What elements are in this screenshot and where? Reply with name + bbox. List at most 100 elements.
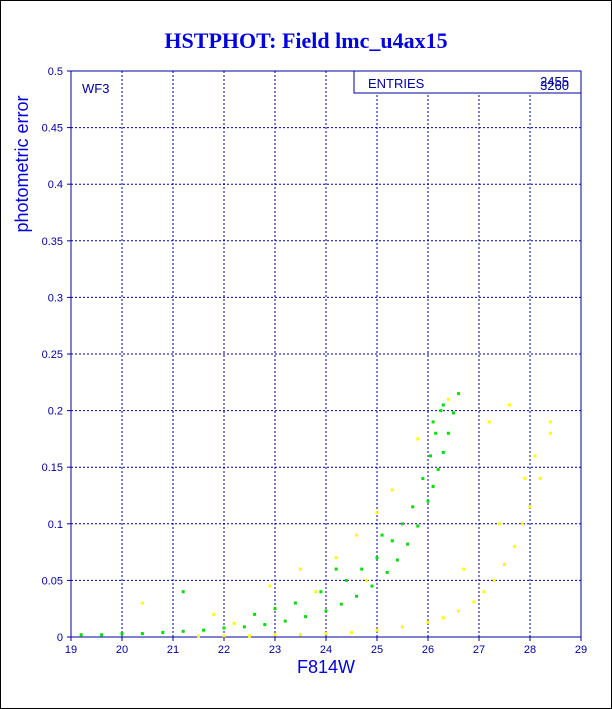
tick-labels: 19 20 21 22 23 24 25 26 27 28 29 0 0.05 0.1 0.15 0.2 0.2…	[42, 66, 588, 656]
data-point	[375, 556, 379, 560]
data-point	[242, 625, 246, 629]
data-point	[197, 634, 200, 638]
data-point	[446, 397, 450, 401]
x-tick-label: 23	[269, 644, 281, 656]
y-tick-label: 0.25	[42, 349, 63, 361]
data-point	[293, 601, 297, 605]
x-tick-label: 28	[524, 644, 536, 656]
data-point	[441, 403, 445, 407]
series-0	[79, 392, 461, 637]
stats-box-label: ENTRIES	[368, 76, 425, 91]
x-axis-title: F814W	[297, 657, 355, 677]
y-tick-label: 0.3	[48, 292, 63, 304]
data-point	[497, 522, 501, 526]
stats-box-value: 2455	[540, 74, 569, 89]
data-point	[416, 524, 420, 528]
data-point	[538, 477, 542, 481]
data-point	[457, 392, 461, 396]
data-point	[334, 556, 338, 560]
data-point	[370, 584, 374, 588]
data-points	[79, 392, 552, 638]
data-point	[446, 431, 450, 435]
data-point	[273, 607, 277, 611]
data-point	[406, 542, 410, 546]
data-point	[380, 533, 384, 537]
data-point	[472, 600, 476, 604]
x-tick-label: 20	[116, 644, 128, 656]
data-point	[401, 625, 404, 629]
data-point	[533, 454, 537, 458]
data-point	[503, 563, 506, 567]
stats-box: ENTRIES 2455 3260	[353, 70, 582, 94]
data-point	[319, 590, 323, 594]
y-tick-label: 0	[57, 632, 63, 644]
data-point	[457, 609, 461, 613]
data-point	[462, 567, 466, 571]
panel-label: WF3	[82, 81, 109, 96]
stats-box-frame	[353, 70, 582, 94]
data-point	[426, 499, 430, 503]
data-point	[513, 544, 517, 548]
data-point	[299, 633, 302, 637]
data-point	[181, 590, 185, 594]
data-point	[232, 621, 236, 625]
data-point	[100, 633, 104, 637]
y-tick-label: 0.2	[48, 406, 63, 418]
x-tick-label: 22	[218, 644, 230, 656]
data-point	[523, 477, 527, 481]
data-point	[324, 632, 328, 636]
y-tick-label: 0.45	[42, 123, 63, 135]
data-point	[429, 454, 433, 458]
data-point	[411, 505, 415, 509]
data-point	[416, 437, 420, 441]
data-point	[283, 619, 287, 623]
data-point	[212, 612, 216, 616]
data-point	[181, 629, 185, 633]
data-point	[202, 628, 206, 632]
y-tick-label: 0.05	[42, 575, 63, 587]
data-point	[344, 578, 348, 582]
data-point	[263, 623, 267, 627]
data-point	[248, 634, 251, 638]
data-point	[355, 533, 359, 537]
y-tick-label: 0.1	[48, 519, 63, 531]
data-point	[431, 484, 435, 488]
grid-lines	[71, 71, 581, 637]
data-point	[482, 590, 486, 594]
x-tick-label: 24	[320, 644, 332, 656]
data-point	[350, 630, 353, 634]
data-point	[222, 626, 226, 630]
data-point	[548, 431, 552, 435]
data-point	[390, 488, 394, 492]
stats-box-value: 3260	[540, 78, 569, 93]
y-tick-label: 0.15	[42, 462, 63, 474]
x-tick-label: 21	[167, 644, 179, 656]
data-point	[421, 477, 425, 481]
data-point	[492, 578, 496, 582]
data-point	[339, 602, 343, 606]
data-point	[120, 632, 124, 636]
data-point	[140, 632, 144, 636]
series-1	[140, 397, 552, 638]
data-point	[314, 590, 318, 594]
data-point	[520, 522, 524, 526]
data-point	[360, 567, 364, 571]
data-point	[385, 570, 389, 574]
data-point	[79, 633, 83, 637]
data-point	[441, 450, 445, 454]
data-point	[268, 584, 272, 588]
y-tick-label: 0.35	[42, 236, 63, 248]
x-tick-label: 19	[65, 644, 77, 656]
data-point	[439, 409, 443, 413]
data-point	[431, 420, 435, 424]
data-point	[222, 634, 226, 638]
x-tick-label: 29	[575, 644, 587, 656]
y-axis-title: photometric error	[12, 95, 32, 232]
data-point	[140, 601, 144, 605]
data-point	[401, 522, 404, 526]
data-point	[324, 609, 328, 613]
data-point	[452, 411, 455, 415]
data-point	[434, 431, 438, 435]
chart-title: HSTPHOT: Field lmc_u4ax15	[164, 28, 447, 53]
